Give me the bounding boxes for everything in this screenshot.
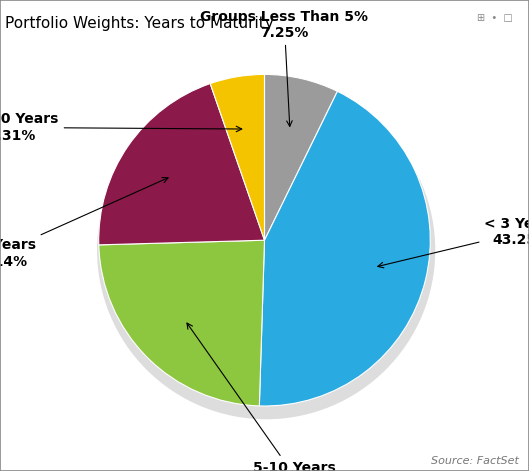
Text: < 3 Years
43.25%: < 3 Years 43.25% bbox=[378, 217, 529, 268]
Text: 3-5 Years
20.14%: 3-5 Years 20.14% bbox=[0, 178, 168, 268]
Wedge shape bbox=[264, 74, 338, 240]
Text: 5-10 Years
24.06%: 5-10 Years 24.06% bbox=[187, 323, 336, 471]
Wedge shape bbox=[259, 91, 430, 406]
Wedge shape bbox=[210, 74, 264, 240]
Ellipse shape bbox=[97, 81, 435, 419]
Text: 10-20 Years
5.31%: 10-20 Years 5.31% bbox=[0, 113, 242, 143]
Wedge shape bbox=[99, 240, 264, 406]
Text: Groups Less Than 5%
7.25%: Groups Less Than 5% 7.25% bbox=[200, 9, 368, 126]
Text: Source: FactSet: Source: FactSet bbox=[431, 456, 518, 466]
Wedge shape bbox=[99, 83, 264, 245]
Text: Portfolio Weights: Years to Maturity: Portfolio Weights: Years to Maturity bbox=[5, 16, 274, 32]
Text: ⊞  •  □: ⊞ • □ bbox=[477, 13, 513, 23]
